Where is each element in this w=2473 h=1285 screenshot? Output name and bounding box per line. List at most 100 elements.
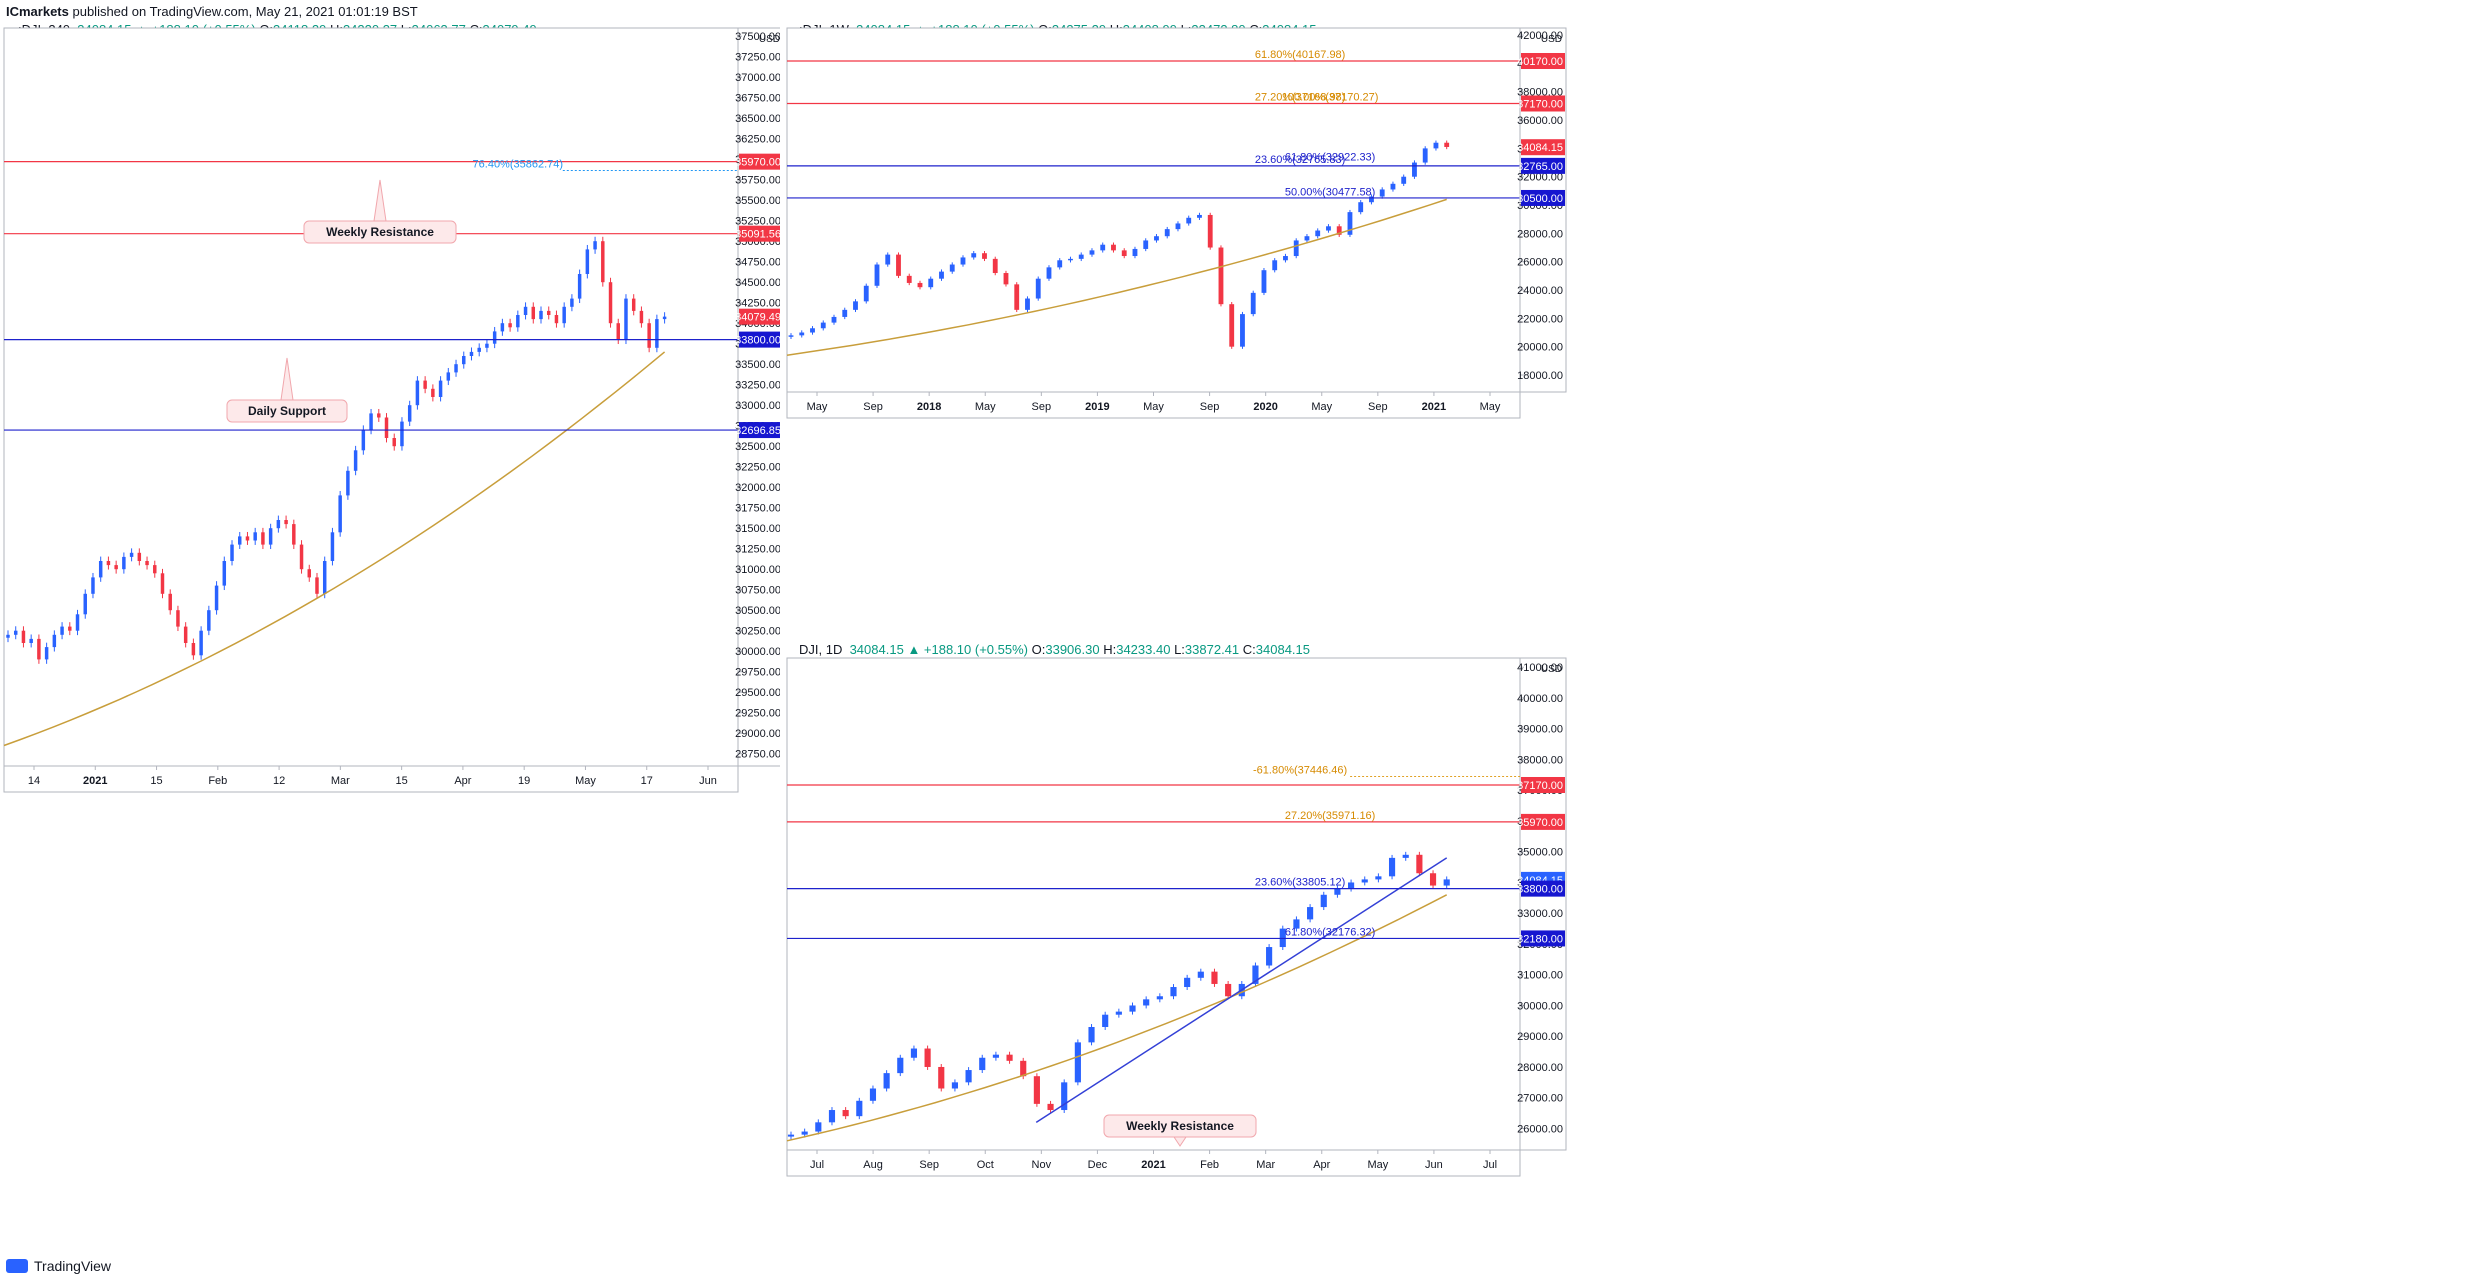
y-tick-label: 32250.00 (735, 462, 780, 474)
candle (137, 552, 142, 561)
symbol-label: DJI, 1D (799, 642, 843, 657)
x-tick-label: Sep (1032, 401, 1052, 413)
chart-canvas-240[interactable]: 37500.00 37250.00 37000.00 36750.00 36500.00… (0, 18, 780, 1248)
candle (1102, 1014, 1109, 1027)
candle (883, 1073, 890, 1089)
candle (853, 301, 858, 310)
x-tick-label: 2021 (83, 775, 107, 787)
candle (60, 626, 64, 635)
y-tick-label: 30000.00 (735, 646, 780, 658)
level-tag (739, 331, 780, 348)
candle (1121, 250, 1127, 257)
level-tag-label: 35970.00 (1517, 817, 1563, 829)
y-tick-label: 26000.00 (1517, 257, 1563, 269)
candle (1197, 971, 1204, 978)
y-tick-label: 30750.00 (735, 585, 780, 597)
price-axis (1519, 27, 1567, 393)
candle (939, 271, 944, 279)
price-tag (1521, 139, 1565, 156)
y-tick-label: 18000.00 (1517, 370, 1563, 382)
candle (322, 561, 327, 594)
level-tag-label: 37170.00 (1517, 98, 1563, 110)
candle (1020, 1060, 1027, 1077)
candle (938, 1066, 945, 1089)
candle (982, 253, 987, 259)
candle (531, 306, 536, 320)
candle (1361, 879, 1368, 883)
candle (788, 335, 794, 337)
candle (238, 536, 242, 545)
chart-canvas-1d[interactable]: 41000.0040000.0039000.0038000.0037000.00… (785, 638, 2473, 1250)
chart-panel-240[interactable]: :DJI, 240 34084.15 ▲ +188.10 (+0.55%) O:… (0, 18, 780, 1248)
axis-currency: USD (1541, 34, 1562, 45)
tradingview-footer[interactable]: TradingView (6, 1258, 111, 1274)
candle (400, 421, 404, 447)
candle (1225, 983, 1232, 997)
level-tag-label: 35091.56 (735, 229, 780, 241)
callout-box (1103, 1114, 1257, 1138)
candle (1164, 229, 1170, 237)
y-tick-label: 29000.00 (1517, 1031, 1563, 1043)
candle (106, 561, 111, 566)
candle (1218, 247, 1224, 305)
candle (500, 323, 505, 332)
fib-label: 61.80%(40167.98) (1255, 49, 1346, 61)
candle (577, 274, 582, 299)
candle (655, 319, 659, 348)
x-tick-label: Jul (810, 1159, 824, 1171)
y-tick-label: 31750.00 (735, 503, 780, 515)
level-tag (739, 153, 780, 170)
fib-label: 23.60%(33805.12) (1255, 876, 1346, 888)
candle (1175, 223, 1181, 230)
candle (1443, 879, 1450, 886)
candle (1143, 240, 1149, 249)
candle (145, 561, 149, 566)
candle (608, 282, 613, 324)
candle (1154, 236, 1159, 241)
candle (799, 332, 805, 336)
y-tick-label: 38000.00 (1517, 754, 1563, 766)
candle (168, 593, 172, 611)
fib-label: 27.20%(37168.98) (1255, 92, 1346, 104)
candle (75, 614, 80, 631)
candle (917, 282, 923, 288)
candle (377, 413, 381, 418)
candle (928, 278, 934, 288)
chart-panel-1d[interactable]: DJI, 1D 34084.15 ▲ +188.10 (+0.55%) O:33… (785, 638, 2473, 1250)
candle (346, 470, 350, 496)
callout-box (303, 220, 457, 244)
x-tick-label: May (575, 775, 596, 787)
chart-panel-1w[interactable]: :DJI, 1W 34084.15 ▲ +188.10 (+0.55%) O:3… (785, 18, 2473, 638)
candle (1035, 278, 1041, 299)
high-value: 34233.40 (1116, 642, 1171, 657)
candle (276, 520, 281, 529)
y-tick-label: 28000.00 (1517, 1062, 1563, 1074)
x-tick-label: May (1143, 401, 1164, 413)
y-tick-label: 35750.00 (735, 175, 780, 187)
candle (1061, 1082, 1068, 1111)
fib-label: 100.00%(37170.27) (1282, 91, 1379, 103)
candle (431, 388, 435, 397)
candle (616, 323, 620, 340)
candle (122, 556, 126, 570)
candle (98, 561, 103, 578)
candle (1156, 996, 1163, 1000)
x-tick-label: Feb (208, 775, 227, 787)
trendline (1035, 857, 1448, 1123)
callout-box (226, 399, 348, 423)
y-tick-label: 34500.00 (735, 277, 780, 289)
candle (1014, 284, 1020, 310)
x-tick-label: Apr (1313, 1159, 1330, 1171)
chart-canvas-1w[interactable]: 42000.0040000.0038000.0036000.0034000.00… (785, 18, 2473, 638)
low-label: L: (1174, 642, 1185, 657)
candle (1197, 214, 1202, 218)
candle (1293, 240, 1299, 257)
candle (639, 310, 644, 324)
candle (647, 323, 651, 348)
candle (831, 316, 837, 323)
candle (1211, 971, 1218, 984)
y-tick-label: 34250.00 (735, 298, 780, 310)
y-tick-label: 42000.00 (1517, 30, 1563, 42)
plot-frame (786, 27, 1521, 393)
candle (129, 552, 134, 557)
